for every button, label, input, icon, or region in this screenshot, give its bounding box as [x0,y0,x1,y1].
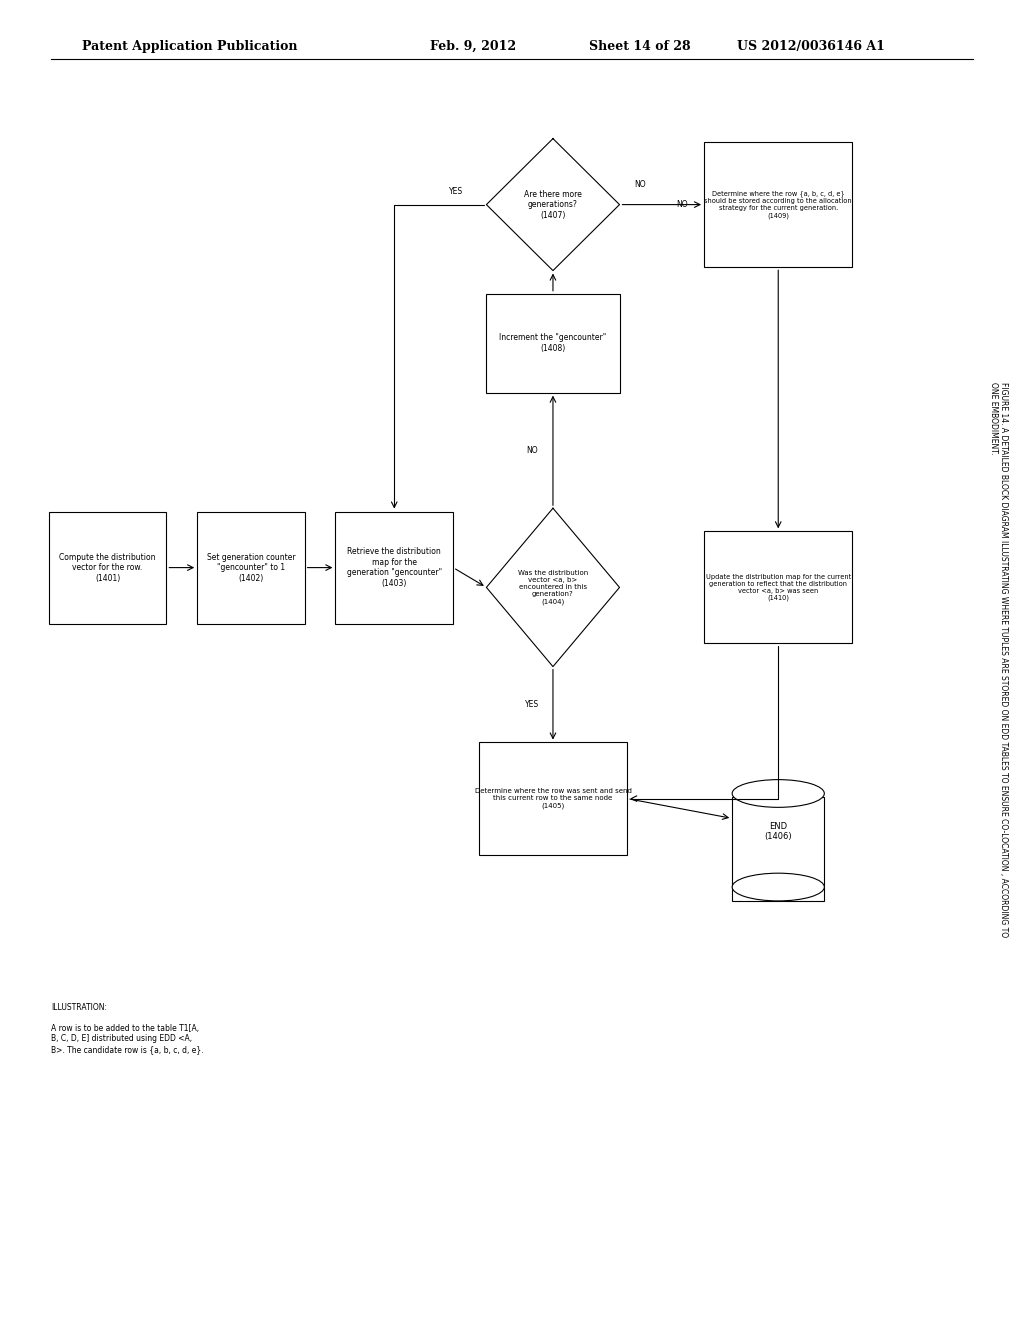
Text: Patent Application Publication: Patent Application Publication [82,40,297,53]
Text: Feb. 9, 2012: Feb. 9, 2012 [430,40,516,53]
Ellipse shape [732,780,824,808]
Text: Retrieve the distribution
map for the
generation "gencounter"
(1403): Retrieve the distribution map for the ge… [347,548,441,587]
Text: Are there more
generations?
(1407): Are there more generations? (1407) [524,190,582,219]
FancyBboxPatch shape [336,512,453,624]
Text: US 2012/0036146 A1: US 2012/0036146 A1 [737,40,885,53]
FancyBboxPatch shape [479,742,627,855]
Text: Compute the distribution
vector for the row.
(1401): Compute the distribution vector for the … [59,553,156,582]
FancyBboxPatch shape [705,531,852,643]
Text: ILLUSTRATION:

A row is to be added to the table T1[A,
B, C, D, E] distributed u: ILLUSTRATION: A row is to be added to th… [51,1003,204,1053]
FancyBboxPatch shape [197,512,305,624]
Text: Was the distribution
vector <a, b>
encountered in this
generation?
(1404): Was the distribution vector <a, b> encou… [518,570,588,605]
Text: Update the distribution map for the current
generation to reflect that the distr: Update the distribution map for the curr… [706,574,851,601]
Text: Determine where the row was sent and send
this current row to the same node
(140: Determine where the row was sent and sen… [474,788,632,809]
Text: NO: NO [526,446,539,455]
FancyBboxPatch shape [48,512,166,624]
Text: Increment the "gencounter"
(1408): Increment the "gencounter" (1408) [500,334,606,352]
Text: YES: YES [525,700,540,709]
Text: END
(1406): END (1406) [765,822,792,841]
Text: YES: YES [449,187,463,195]
Text: NO: NO [677,201,688,209]
FancyBboxPatch shape [486,294,620,393]
Text: FIGURE 14. A DETAILED BLOCK DIAGRAM ILLUSTRATING WHERE TUPLES ARE STORED ON EDD : FIGURE 14. A DETAILED BLOCK DIAGRAM ILLU… [989,383,1008,937]
Text: Sheet 14 of 28: Sheet 14 of 28 [589,40,690,53]
FancyBboxPatch shape [705,143,852,267]
Text: NO: NO [634,181,646,189]
Ellipse shape [732,874,824,900]
Text: Set generation counter
"gencounter" to 1
(1402): Set generation counter "gencounter" to 1… [207,553,295,582]
FancyBboxPatch shape [732,797,824,900]
Text: Determine where the row {a, b, c, d, e}
should be stored according to the alloca: Determine where the row {a, b, c, d, e} … [705,190,852,219]
